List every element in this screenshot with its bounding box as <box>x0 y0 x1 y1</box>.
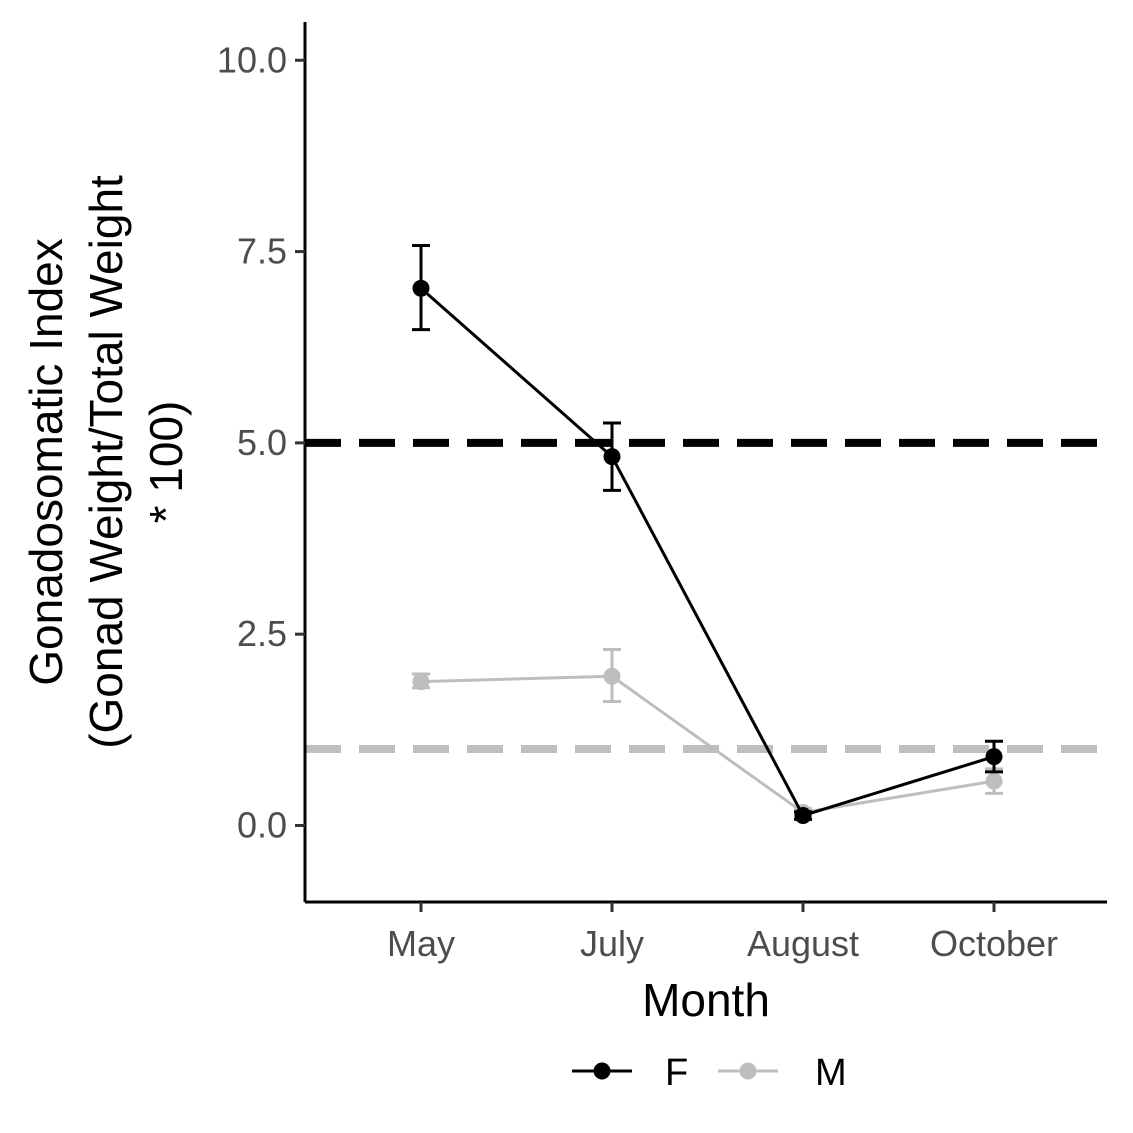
legend-marker <box>593 1062 611 1080</box>
legend-item-M: M <box>718 1052 847 1094</box>
reference-lines <box>305 438 1107 753</box>
y-axis-title-line-2: (Gonad Weight/Total Weight <box>80 175 132 749</box>
y-ticks: 0.0 2.5 5.0 7.5 10.0 <box>217 39 305 845</box>
data-point <box>412 673 430 691</box>
x-axis-title: Month <box>642 974 770 1026</box>
x-tick-label: July <box>580 923 644 964</box>
x-tick-label: May <box>387 923 455 964</box>
y-tick-label: 7.5 <box>237 231 287 272</box>
data-point <box>412 279 430 297</box>
data-point <box>603 667 621 685</box>
y-tick-label: 0.0 <box>237 804 287 845</box>
x-ticks: May July August October <box>387 902 1058 964</box>
legend-label: F <box>665 1052 688 1094</box>
y-tick-label: 2.5 <box>237 613 287 654</box>
y-tick-label: 5.0 <box>237 422 287 463</box>
y-axis-title-line-1: Gonadosomatic Index <box>20 238 72 686</box>
series-line <box>420 674 995 815</box>
y-axis-title-line-3: * 100) <box>140 401 192 524</box>
x-tick-label: August <box>747 923 859 964</box>
data-point <box>603 448 621 466</box>
data-point <box>794 807 812 825</box>
data-point <box>985 748 1003 766</box>
y-tick-label: 10.0 <box>217 39 287 80</box>
legend-label: M <box>815 1052 847 1094</box>
legend-item-F: F <box>572 1052 688 1094</box>
legend-marker <box>739 1062 757 1080</box>
x-tick-label: October <box>930 923 1058 964</box>
series-F <box>412 243 1003 825</box>
series-M <box>412 647 1003 821</box>
series-layer <box>412 243 1003 825</box>
series-line <box>420 287 995 818</box>
data-point <box>985 772 1003 790</box>
y-axis-title: Gonadosomatic Index (Gonad Weight/Total … <box>20 175 192 749</box>
